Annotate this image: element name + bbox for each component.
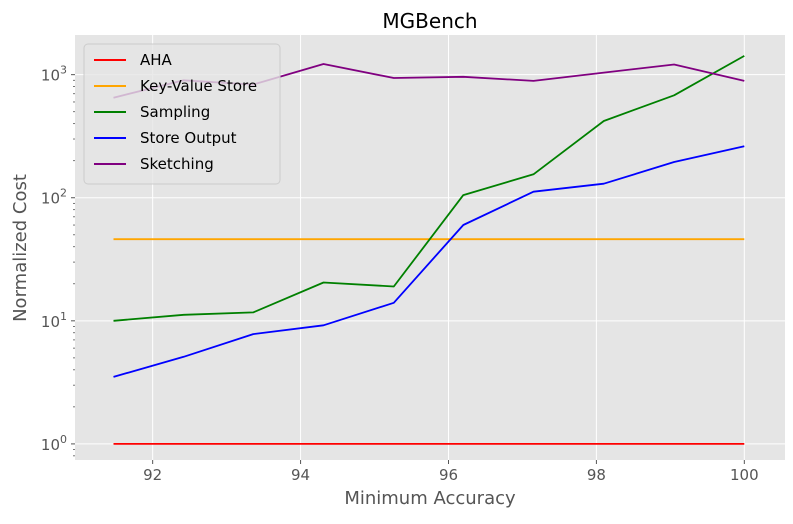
x-tick-labels: 92 94 96 98 100 (143, 460, 759, 484)
x-tick-label: 94 (291, 466, 310, 484)
x-tick-label: 92 (143, 466, 162, 484)
y-tick-exponent: 0 (60, 433, 67, 446)
y-tick-base: 10 (41, 436, 60, 454)
y-tick-exponent: 3 (60, 64, 67, 77)
chart-title: MGBench (382, 9, 477, 33)
x-tick-label: 98 (587, 466, 606, 484)
y-tick-base: 10 (41, 313, 60, 331)
y-tick-label: 103 (41, 64, 67, 85)
y-tick-base: 10 (41, 190, 60, 208)
y-axis-label: Normalized Cost (10, 174, 31, 322)
legend-label: AHA (140, 51, 173, 69)
series-line-store-output (113, 145, 745, 378)
legend: AHA Key-Value Store Sampling Store Output Sk… (83, 43, 281, 185)
y-tick-exponent: 2 (60, 187, 67, 200)
x-tick-label: 96 (439, 466, 458, 484)
legend-label: Key-Value Store (140, 77, 257, 95)
y-tick-label: 100 (41, 433, 67, 454)
y-tick-label: 102 (41, 187, 67, 208)
y-tick-base: 10 (41, 67, 60, 85)
series-line-sampling (113, 55, 745, 322)
legend-label: Sampling (140, 103, 210, 121)
legend-label: Store Output (140, 129, 237, 147)
x-tick-label: 100 (730, 466, 759, 484)
y-tick-label: 101 (41, 310, 67, 331)
legend-label: Sketching (140, 155, 214, 173)
legend-box (83, 43, 281, 185)
x-axis-label: Minimum Accuracy (344, 488, 516, 509)
y-tick-exponent: 1 (60, 310, 67, 323)
